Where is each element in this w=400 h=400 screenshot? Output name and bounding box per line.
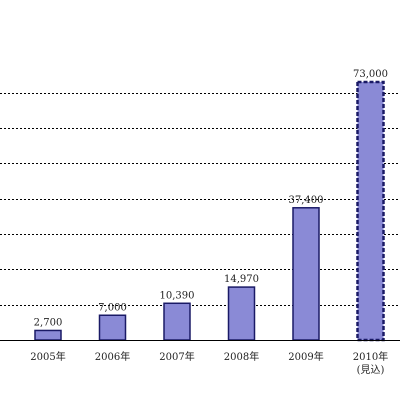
x-tick-labels: 2005年 2006年 2007年 2008年 2009年 2010年(見込): [30, 350, 388, 376]
x-tick-label-0: 2005年: [30, 350, 65, 363]
bar-5: [356, 80, 385, 342]
x-tick-label-1: 2006年: [95, 350, 130, 363]
x-tick-label-5: 2010年(見込): [353, 350, 388, 376]
bar-1: [98, 314, 127, 341]
data-label-4: 37,400: [289, 195, 324, 206]
data-label-2: 10,390: [160, 290, 195, 301]
x-tick-label-4: 2009年: [288, 350, 323, 363]
grid-lines: [0, 93, 400, 306]
bar-3: [227, 286, 256, 341]
bars: [34, 80, 385, 342]
data-label-1: 7,000: [98, 302, 127, 313]
data-label-0: 2,700: [34, 317, 63, 328]
x-tick-label-2: 2007年: [159, 350, 194, 363]
bar-4: [292, 207, 320, 341]
bar-0: [34, 329, 62, 341]
data-label-5: 73,000: [353, 69, 388, 80]
bar-2: [163, 302, 191, 341]
data-labels: 2,700 7,000 10,390 14,970 37,400 73,000: [34, 69, 388, 329]
x-tick-label-3: 2008年: [224, 350, 259, 363]
data-label-3: 14,970: [224, 274, 259, 285]
